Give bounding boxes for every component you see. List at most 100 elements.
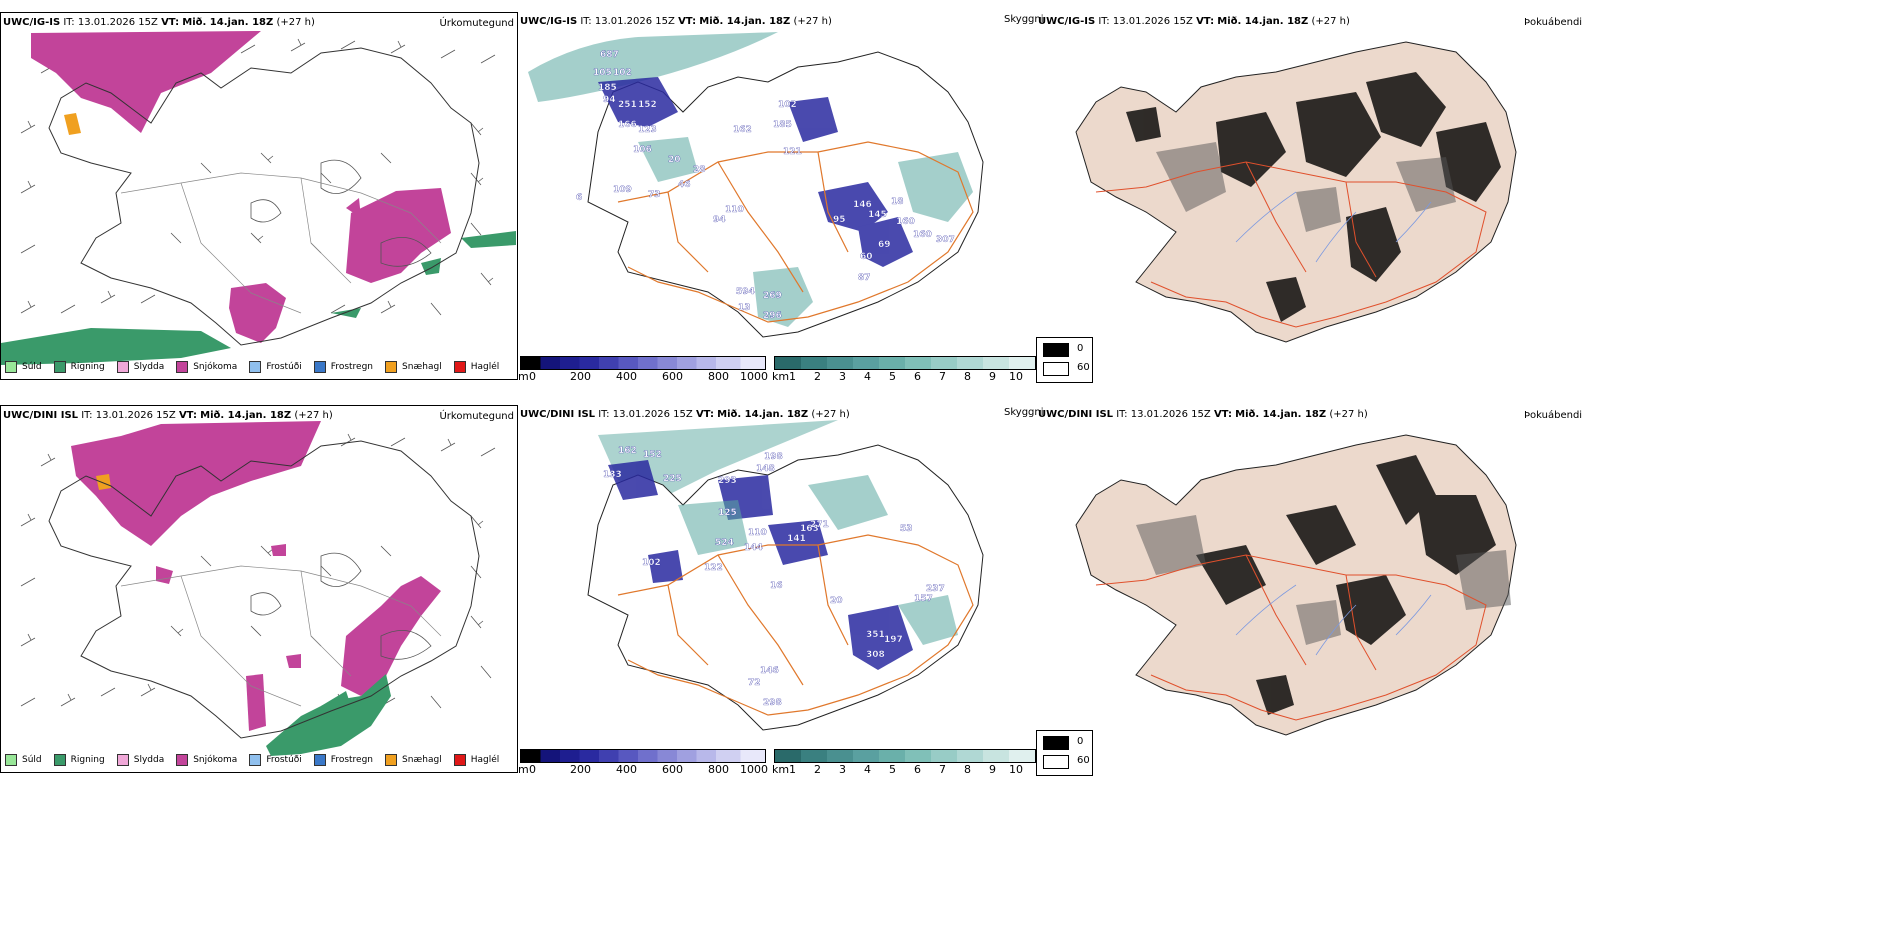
vis-label: 269 <box>763 291 782 301</box>
fog-shading <box>1156 142 1456 232</box>
precip-map <box>1 31 516 365</box>
vis-label: 198 <box>764 452 783 462</box>
roads <box>1095 161 1487 328</box>
vis-label: 197 <box>884 635 903 645</box>
panel-header: UWC/IG-IS IT: 13.01.2026 15Z VT: Mið. 14… <box>1038 16 1350 27</box>
vis-label: 20 <box>668 155 681 165</box>
legend-item: Haglél <box>453 754 499 766</box>
fog-panel-row1: UWC/IG-IS IT: 13.01.2026 15Z VT: Mið. 14… <box>1036 12 1596 378</box>
vis-unit: km <box>772 370 790 383</box>
glacier-outlines <box>250 552 432 660</box>
fog-map <box>1075 434 1517 736</box>
fog-legend-row2: 0 60 <box>1036 730 1093 776</box>
legend-item: Rigning <box>53 361 105 373</box>
vis-label: 110 <box>725 205 744 215</box>
vis-label: 144 <box>744 543 763 553</box>
vis-label: 594 <box>736 287 755 297</box>
visibility-labels: 687 105 102 185 251 152 94 166 123 106 2… <box>576 50 955 321</box>
glacier-outlines <box>250 159 432 267</box>
precip-panel-row2: UWC/DINI ISL IT: 13.01.2026 15Z VT: Mið.… <box>0 405 518 773</box>
vis-label: 162 <box>733 125 752 135</box>
precip-map <box>20 421 496 756</box>
vis-label: 102 <box>613 68 632 78</box>
rain-areas <box>1 231 516 365</box>
vis-label: 157 <box>914 594 933 604</box>
panel-title-precip: Úrkomutegund <box>439 18 514 29</box>
cb-unit: m <box>518 370 529 383</box>
fog-legend-row1: 0 60 <box>1036 337 1093 383</box>
vis-label: 148 <box>756 464 775 474</box>
vis-label: 133 <box>603 470 622 480</box>
vis-label: 102 <box>642 558 661 568</box>
vis-label: 185 <box>773 120 792 130</box>
precip-legend: Súld Rigning Slydda Snjókoma Frostúði Fr… <box>5 753 499 767</box>
roads <box>120 565 442 707</box>
precip-panel-row1: UWC/IG-IS IT: 13.01.2026 15Z VT: Mið. 14… <box>0 12 518 380</box>
vis-label: 163 <box>800 524 819 534</box>
vis-label: 152 <box>638 100 657 110</box>
vis-label: 123 <box>638 125 657 135</box>
vis-label: 28 <box>693 165 706 175</box>
vis-label: 121 <box>783 147 802 157</box>
vis-label: 13 <box>738 303 751 313</box>
legend-item: Frostúði <box>249 361 302 373</box>
panel-header: UWC/IG-IS IT: 13.01.2026 15Z VT: Mið. 14… <box>520 16 832 27</box>
cloud-panel-row2: UWC/DINI ISL IT: 13.01.2026 15Z VT: Mið.… <box>518 405 1044 776</box>
legend-item: Súld <box>5 361 42 373</box>
legend-item: Snjókoma <box>176 361 237 373</box>
legend-item: Haglél <box>453 361 499 373</box>
cloud-base-areas <box>598 77 913 267</box>
vis-label: 146 <box>853 200 872 210</box>
visibility-colorbar <box>774 356 1036 370</box>
vis-label: 293 <box>718 476 737 486</box>
vis-label: 271 <box>810 520 829 530</box>
vis-label: 106 <box>633 145 652 155</box>
vis-label: 166 <box>618 120 637 130</box>
roads <box>1095 554 1487 721</box>
vis-label: 6 <box>576 193 582 203</box>
cloud-panel-row1: UWC/IG-IS IT: 13.01.2026 15Z VT: Mið. 14… <box>518 12 1044 383</box>
vis-label: 20 <box>830 596 843 606</box>
vis-label: 225 <box>663 474 682 484</box>
cloud-base-colorbar <box>520 749 766 763</box>
vis-label: 296 <box>763 311 782 321</box>
fog-map <box>1075 41 1517 343</box>
visibility-colorbar <box>774 749 1036 763</box>
vis-label: 152 <box>643 450 662 460</box>
sleet-area <box>96 474 111 490</box>
panel-header: UWC/IG-IS IT: 13.01.2026 15Z VT: Mið. 14… <box>3 17 315 28</box>
roads <box>120 172 442 314</box>
cloud-map: 162 152 133 225 293 198 148 125 102 524 … <box>587 420 984 731</box>
vis-label: 16 <box>770 581 783 591</box>
vis-label: 18 <box>891 197 904 207</box>
vis-label: 102 <box>778 100 797 110</box>
vis-label: 94 <box>713 215 726 225</box>
panel-header: UWC/DINI ISL IT: 13.01.2026 15Z VT: Mið.… <box>1038 409 1368 420</box>
legend-item: Snæhagl <box>385 361 442 373</box>
legend-item: Súld <box>5 754 42 766</box>
roads <box>617 534 974 716</box>
vis-label: 251 <box>618 100 637 110</box>
vis-label: 687 <box>600 50 619 60</box>
visibility-areas <box>678 475 958 645</box>
roads <box>617 141 974 323</box>
vis-label: 94 <box>603 95 616 105</box>
vis-label: 307 <box>936 235 955 245</box>
snow-areas <box>31 31 451 343</box>
iceland-coastline <box>48 440 480 739</box>
legend-item: Snjókoma <box>176 754 237 766</box>
vis-label: 308 <box>866 650 885 660</box>
vis-label: 73 <box>648 190 661 200</box>
vis-label: 524 <box>715 538 734 548</box>
panel-header: UWC/DINI ISL IT: 13.01.2026 15Z VT: Mið.… <box>520 409 850 420</box>
legend-item: Frostregn <box>313 361 373 373</box>
vis-label: 162 <box>618 446 637 456</box>
cloud-base-areas <box>608 460 913 670</box>
panel-title-cloud: Skyggni <box>1004 407 1044 418</box>
sleet-area <box>64 113 81 135</box>
vis-label: 110 <box>748 528 767 538</box>
vis-label: 237 <box>926 584 945 594</box>
fog-shading <box>1136 515 1511 645</box>
vis-label: 146 <box>760 666 779 676</box>
vis-label: 351 <box>866 630 885 640</box>
